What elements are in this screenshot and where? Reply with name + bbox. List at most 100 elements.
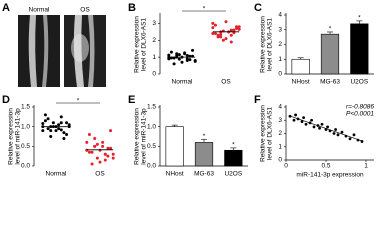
dot	[51, 121, 55, 125]
dot	[294, 113, 297, 117]
dot	[177, 57, 181, 61]
annotation: P<0.0001	[346, 111, 374, 118]
dot	[300, 120, 304, 123]
y-tick-label: 1	[278, 143, 282, 150]
panel-letter: D	[2, 94, 10, 106]
dot	[326, 125, 329, 129]
dot	[288, 114, 292, 118]
dot	[193, 59, 197, 63]
y-tick-label: 0.5	[147, 143, 156, 150]
x-tick-label: OS	[221, 79, 231, 86]
dot	[87, 133, 91, 137]
dot	[95, 142, 99, 146]
dot	[90, 162, 94, 166]
dot	[324, 128, 328, 131]
dot	[49, 129, 53, 133]
dot	[211, 32, 215, 36]
dot	[85, 148, 89, 152]
dot	[304, 122, 308, 126]
dot	[109, 146, 113, 150]
panel-letter: C	[254, 2, 262, 14]
dot	[224, 20, 228, 24]
x-tick-label: U2OS	[224, 171, 242, 178]
x-tick-label: Normal	[172, 79, 194, 86]
dot	[344, 134, 348, 138]
dot	[103, 152, 107, 156]
bar	[320, 33, 340, 75]
dot	[167, 53, 171, 57]
dot	[95, 156, 99, 160]
dot	[183, 51, 187, 55]
dot	[46, 127, 50, 131]
dot	[177, 53, 181, 57]
dot	[312, 125, 316, 129]
x-tick-label: NHost	[292, 79, 310, 86]
dot	[237, 25, 241, 29]
dot	[348, 137, 352, 141]
y-tick-label: 1.0	[147, 123, 156, 130]
dot	[332, 132, 336, 135]
bar	[291, 58, 310, 75]
dot	[59, 115, 63, 119]
dot	[235, 25, 239, 29]
dot	[316, 124, 320, 127]
dot	[101, 140, 105, 144]
bar	[224, 149, 243, 167]
dot	[229, 40, 233, 44]
dot	[356, 138, 360, 142]
dot	[85, 140, 89, 144]
image-panel: A Normal OS	[2, 2, 106, 87]
y-tick-label: 0.0	[147, 163, 156, 170]
y-tick-label: 0	[152, 71, 156, 78]
x-tick-label: 0.5	[321, 163, 330, 170]
bone	[42, 15, 49, 87]
dot	[340, 130, 344, 134]
y-axis-label: Relative expression	[260, 105, 267, 162]
xray-image	[18, 15, 60, 87]
dot	[213, 32, 217, 36]
dot	[49, 135, 53, 138]
y-axis-label: Relative expression	[134, 16, 141, 73]
y-tick-label: 3	[278, 117, 282, 124]
dot	[302, 116, 305, 119]
dot	[292, 118, 296, 122]
y-axis-label: level of miR-141-3p	[141, 108, 148, 165]
y-tick-label: 3	[278, 26, 282, 33]
y-axis-label: level of miR-141-3p	[15, 108, 22, 165]
lesion	[71, 34, 89, 62]
dot	[360, 140, 364, 143]
dot	[43, 113, 47, 117]
significance-star: *	[358, 15, 361, 22]
dot	[59, 128, 63, 132]
dot	[87, 150, 91, 154]
y-tick-label: 4	[278, 104, 282, 111]
dot	[191, 48, 195, 52]
dot	[41, 129, 45, 133]
dot	[336, 133, 340, 137]
y-tick-label: 1	[152, 54, 156, 61]
y-tick-label: 4	[278, 12, 282, 19]
dot	[98, 160, 102, 164]
y-tick-label: 0.0	[21, 163, 30, 170]
x-tick-label: U2OS	[350, 79, 368, 86]
y-tick-label: 2	[278, 130, 282, 137]
significance-star: *	[232, 142, 235, 149]
dot	[334, 128, 337, 131]
dot	[296, 117, 300, 121]
bar	[194, 142, 214, 167]
annotation: r=-0.8086	[346, 104, 374, 111]
image-label: OS	[80, 7, 90, 14]
dot	[93, 136, 97, 140]
dot	[310, 118, 313, 122]
dot	[57, 127, 61, 131]
dot	[62, 131, 66, 135]
dot	[318, 126, 321, 130]
dot	[188, 58, 192, 62]
dot	[41, 122, 45, 126]
dot	[237, 27, 241, 31]
dot	[109, 129, 113, 133]
panel-letter: F	[254, 94, 261, 106]
y-tick-label: 1	[278, 56, 282, 63]
y-tick-label: 0	[278, 71, 282, 78]
